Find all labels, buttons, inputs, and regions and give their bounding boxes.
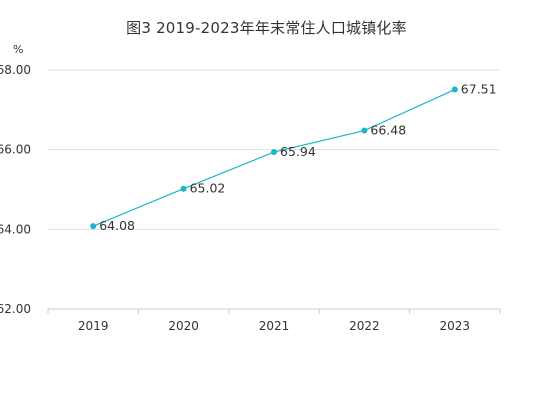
data-label: 67.51 bbox=[461, 82, 497, 97]
data-label: 66.48 bbox=[370, 123, 406, 138]
x-tick-label: 2019 bbox=[78, 319, 109, 333]
x-tick-label: 2021 bbox=[259, 319, 290, 333]
data-label: 65.02 bbox=[190, 181, 226, 196]
data-point bbox=[361, 127, 368, 134]
x-tick-label: 2022 bbox=[349, 319, 380, 333]
x-tick-label: 2023 bbox=[440, 319, 471, 333]
data-label: 65.94 bbox=[280, 144, 316, 159]
series-line bbox=[92, 88, 456, 227]
chart-title: 图3 2019-2023年年末常住人口城镇化率 bbox=[126, 19, 407, 37]
data-label: 64.08 bbox=[99, 218, 135, 233]
data-point bbox=[451, 86, 458, 93]
y-tick-label: 68.00 bbox=[0, 63, 31, 77]
data-point bbox=[180, 185, 187, 192]
x-tick-label: 2020 bbox=[168, 319, 199, 333]
data-point bbox=[271, 149, 277, 156]
y-tick-label: 64.00 bbox=[0, 222, 31, 236]
y-axis-unit: % bbox=[13, 43, 24, 56]
y-tick-label: 62.00 bbox=[0, 302, 31, 316]
data-point bbox=[90, 223, 97, 230]
y-tick-label: 66.00 bbox=[0, 143, 31, 157]
